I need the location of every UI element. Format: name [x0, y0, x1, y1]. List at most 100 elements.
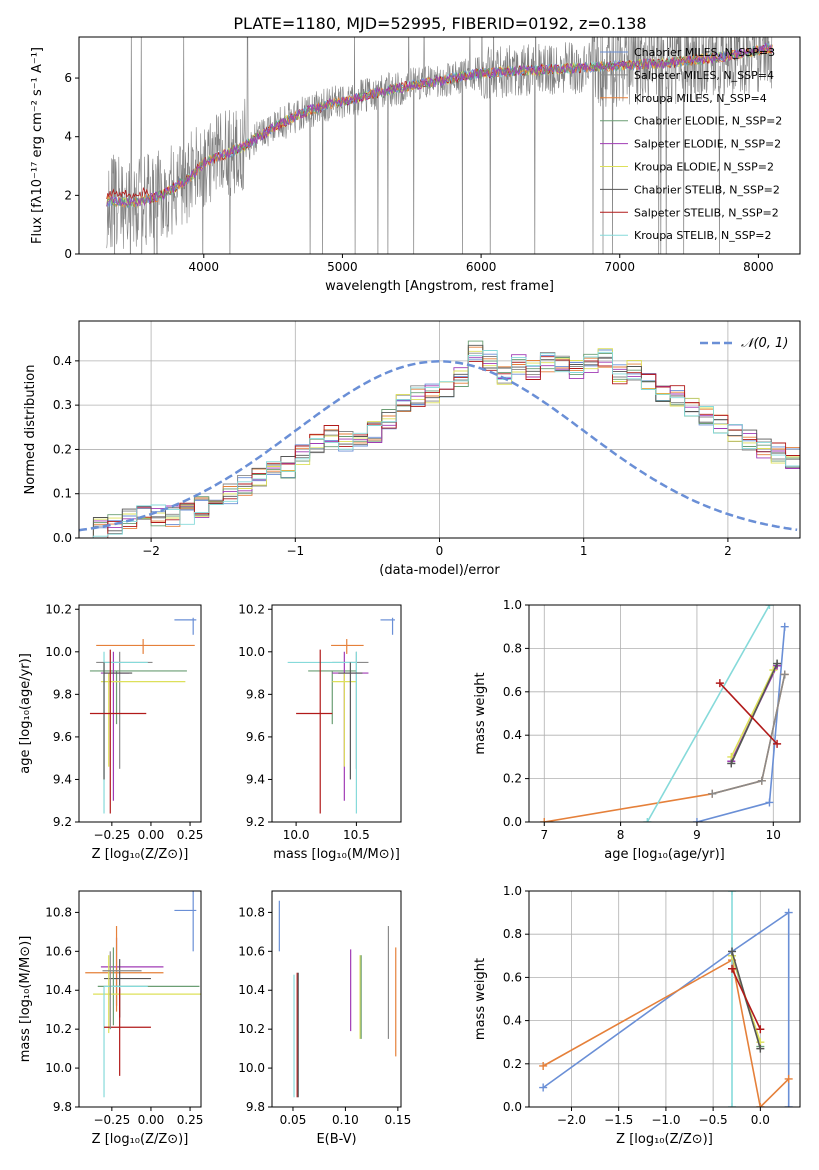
x-axis-label: mass [log₁₀(M/M⊙)]	[273, 847, 400, 862]
plot-area	[529, 605, 800, 822]
y-tick-label: 10.8	[45, 905, 72, 919]
hist-step-salpeter_stelib	[79, 356, 800, 538]
x-tick-label: −1.0	[651, 1113, 680, 1127]
hist-step-salpeter_miles	[79, 352, 800, 538]
legend-label-salpeter_elodie: Salpeter ELODIE, N_SSP=2	[634, 138, 781, 151]
y-tick-label: 9.8	[246, 1100, 265, 1114]
y-tick-label: 9.6	[246, 730, 265, 744]
axes-massweight_vs_Z: −2.0 −1.5 −1.0 −0.5 0.0 0.0 0.2 0.4 0.6 0.8 1.0 Z […	[473, 884, 801, 1147]
y-tick-label: 10.4	[45, 983, 72, 997]
x-tick-label: 0.0	[751, 1113, 770, 1127]
plot-area	[278, 900, 397, 1098]
plot-area	[85, 891, 201, 1098]
y-tick-label: 0	[64, 247, 72, 261]
weight-marker-chabrier_stelib	[727, 759, 736, 768]
y-tick-label: 0.4	[53, 354, 72, 368]
axes-massweight_vs_age: 7 8 9 10 0.0 0.2 0.4 0.6 0.8 1.0 age [log₁₀(age/yr…	[473, 598, 801, 862]
weight-marker-chabrier_miles	[784, 908, 793, 917]
hist-step-kroupa_elodie	[79, 348, 800, 538]
weight-marker-kroupa_miles	[756, 1103, 765, 1107]
y-tick-label: 9.8	[53, 687, 72, 701]
weight-marker-salpeter_miles	[708, 789, 717, 798]
grid-layer	[529, 891, 800, 1107]
legend-label-kroupa_miles: Kroupa MILES, N_SSP=4	[634, 92, 767, 105]
x-tick-label: 0	[436, 544, 444, 558]
axes-frame	[271, 890, 402, 1108]
x-tick-label: 10.5	[343, 828, 370, 842]
x-tick-label: 0.25	[177, 828, 204, 842]
plot-area	[79, 321, 800, 538]
y-tick-label: 0.2	[503, 1057, 522, 1071]
x-tick-label: 4000	[189, 260, 220, 274]
weight-marker-chabrier_miles	[784, 1103, 793, 1107]
y-tick-label: 0.2	[53, 442, 72, 456]
y-tick-label: 10.6	[45, 944, 72, 958]
weight-line-kroupa_stelib	[646, 605, 771, 822]
y-tick-label: 9.4	[53, 772, 72, 786]
weight-marker-salpeter_stelib	[728, 964, 737, 973]
x-tick-label: 1	[580, 544, 588, 558]
weight-marker-salpeter_stelib	[773, 739, 782, 748]
plot-area	[89, 617, 197, 814]
legend-label-chabrier_stelib: Chabrier STELIB, N_SSP=2	[634, 183, 780, 196]
plot-area	[106, 37, 773, 254]
y-tick-label: 10.8	[238, 905, 265, 919]
y-tick-label: 0.0	[503, 1100, 522, 1114]
y-tick-label: 10.2	[238, 602, 265, 616]
x-tick-label: 8	[617, 828, 625, 842]
y-tick-label: 9.8	[246, 687, 265, 701]
weight-line-salpeter_miles	[711, 674, 786, 795]
x-axis-label: wavelength [Angstrom, rest frame]	[325, 279, 554, 294]
x-tick-label: 0.15	[384, 1113, 411, 1127]
x-axis-label: age [log₁₀(age/yr)]	[604, 847, 725, 862]
y-axis-label: age [log₁₀(age/yr)]	[18, 653, 33, 774]
y-tick-label: 9.6	[53, 730, 72, 744]
legend-label-kroupa_elodie: Kroupa ELODIE, N_SSP=2	[634, 161, 774, 174]
axes-frame	[78, 890, 202, 1108]
y-tick-label: 10.2	[238, 1022, 265, 1036]
axes-frame	[528, 604, 801, 823]
y-tick-label: 2	[64, 188, 72, 202]
axes-frame	[528, 890, 801, 1108]
axes-frame	[78, 36, 801, 255]
plot-area	[287, 617, 395, 814]
y-axis-label: Flux [fλ10⁻¹⁷ erg cm⁻² s⁻¹ A⁻¹]	[30, 47, 45, 244]
y-tick-label: 10.0	[238, 645, 265, 659]
weight-marker-chabrier_stelib	[773, 659, 782, 668]
weight-marker-kroupa_stelib	[728, 1103, 737, 1107]
y-tick-label: 10.4	[238, 983, 265, 997]
residuals-legend: 𝒩(0, 1)	[700, 336, 788, 351]
weight-marker-salpeter_miles	[757, 776, 766, 785]
y-tick-label: 0.2	[503, 772, 522, 786]
hist-step-kroupa_stelib	[79, 350, 800, 538]
legend-label-kroupa_stelib: Kroupa STELIB, N_SSP=2	[634, 229, 772, 242]
spectrum-legend: Chabrier MILES, N_SSP=3 Salpeter MILES, N…	[600, 46, 782, 242]
y-tick-label: 0.8	[503, 641, 522, 655]
legend-label-chabrier_miles: Chabrier MILES, N_SSP=3	[634, 46, 775, 59]
x-axis-label: Z [log₁₀(Z/Z⊙)]	[92, 1132, 189, 1147]
x-tick-label: 0.10	[332, 1113, 359, 1127]
x-axis-label: E(B-V)	[316, 1132, 356, 1147]
hist-step-chabrier_stelib	[79, 344, 800, 538]
axes-spectrum: 4000 5000 6000 7000 8000 0 2 4 6 wavelength [Angs…	[30, 36, 801, 294]
x-axis-label: Z [log₁₀(Z/Z⊙)]	[616, 1132, 713, 1147]
hist-step-chabrier_miles	[79, 349, 800, 538]
y-axis-label: Normed distribution	[23, 365, 38, 495]
axes-frame	[78, 604, 202, 823]
y-tick-label: 10.2	[45, 1022, 72, 1036]
weight-marker-salpeter_miles	[780, 670, 789, 679]
y-tick-label: 0.3	[53, 398, 72, 412]
x-tick-label: 7	[540, 828, 548, 842]
legend-label-salpeter_stelib: Salpeter STELIB, N_SSP=2	[634, 206, 779, 219]
weight-marker-kroupa_stelib	[728, 891, 737, 895]
y-tick-label: 1.0	[503, 884, 522, 898]
weight-marker-chabrier_miles	[780, 622, 789, 631]
y-tick-label: 10.0	[45, 645, 72, 659]
model-line-salpeter_elodie	[106, 42, 773, 207]
axes-residuals: −2 −1 0 1 2 0.0 0.1 0.2 0.3 0.4 (data-model)/error…	[23, 320, 801, 578]
x-tick-label: −2	[142, 544, 160, 558]
y-axis-label: mass [log₁₀(M/M⊙)]	[18, 936, 33, 1063]
data-spectrum-line	[106, 37, 773, 254]
axes-mass_vs_Z: −0.25 0.00 0.25 9.8 10.0 10.2 10.4 10.6 10.8 Z [l…	[18, 890, 203, 1147]
